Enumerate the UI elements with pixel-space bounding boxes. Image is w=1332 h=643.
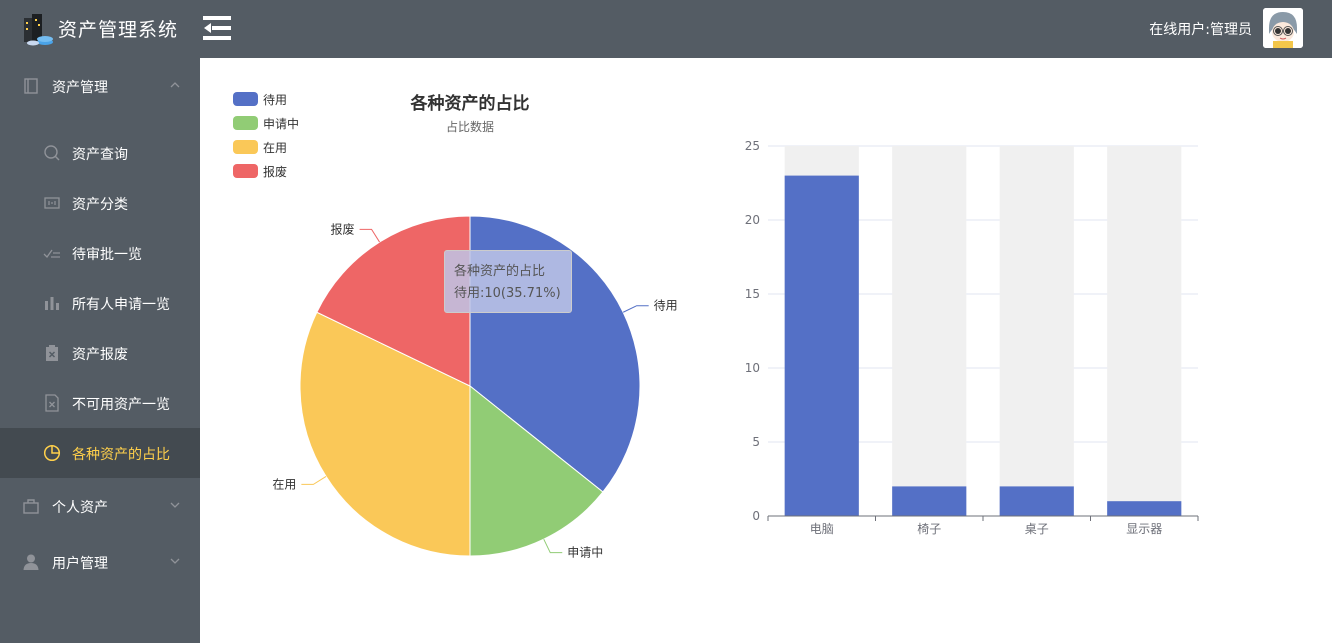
top-bar: 资产管理系统 在线用户:管理员 (0, 0, 1332, 58)
app-title: 资产管理系统 (58, 19, 179, 41)
bar[interactable] (1107, 501, 1182, 516)
legend-label: 待用 (263, 93, 288, 107)
legend-swatch (233, 140, 258, 154)
bar-chart-icon (45, 297, 59, 310)
user-icon (23, 554, 39, 570)
sidebar-item-all-applications[interactable]: 所有人申请一览 (0, 278, 200, 328)
sidebar-item-label: 资产报废 (72, 347, 128, 363)
bar-x-tick-label: 椅子 (917, 522, 941, 536)
menu-group-asset-management[interactable]: 资产管理 (0, 58, 200, 114)
bar-x-tick-label: 显示器 (1126, 522, 1162, 536)
menu-group-personal-assets[interactable]: 个人资产 (0, 478, 200, 534)
bar-y-tick-label: 20 (745, 213, 760, 227)
chevron-down-icon (170, 502, 180, 508)
sidebar-item-asset-ratio[interactable]: 各种资产的占比 (0, 428, 200, 478)
sidebar: 资产管理 资产查询 资产分类 (0, 58, 200, 643)
pie-chart-icon (43, 444, 61, 462)
building-logo-icon (24, 14, 53, 46)
pie-slice-label: 待用 (654, 299, 678, 313)
pie-label-line (622, 305, 649, 313)
legend-label: 申请中 (263, 117, 300, 131)
pie-slice-label: 申请中 (567, 545, 603, 560)
category-icon (44, 197, 60, 209)
menu-collapse-icon[interactable] (203, 15, 233, 41)
tooltip-title: 各种资产的占比 (454, 264, 546, 279)
menu-group-label: 资产管理 (52, 80, 108, 96)
sidebar-item-unavailable-assets[interactable]: 不可用资产一览 (0, 378, 200, 428)
tooltip-text: 待用:10(35.71%) (454, 286, 561, 301)
sidebar-item-asset-category[interactable]: 资产分类 (0, 178, 200, 228)
pie-chart-subtitle: 占比数据 (445, 120, 494, 134)
sidebar-item-label: 资产查询 (72, 147, 128, 163)
briefcase-icon (23, 499, 39, 514)
bar[interactable] (999, 486, 1074, 516)
sidebar-item-label: 各种资产的占比 (72, 447, 170, 463)
online-user-label: 在线用户:管理员 (1149, 22, 1252, 38)
checklist-icon (43, 249, 60, 259)
bar-y-tick-label: 0 (752, 509, 760, 523)
anime-avatar-icon (1263, 8, 1303, 48)
legend-swatch (233, 116, 258, 130)
sidebar-item-asset-query[interactable]: 资产查询 (0, 128, 200, 178)
notebook-icon (24, 78, 38, 94)
avatar[interactable] (1263, 8, 1303, 48)
legend-swatch (233, 92, 258, 106)
pie-label-line (543, 538, 563, 554)
menu-group-label: 用户管理 (52, 556, 108, 572)
bar-background (1107, 146, 1182, 516)
clipboard-x-icon (46, 345, 58, 361)
bar-y-tick-label: 5 (752, 435, 760, 449)
pie-tooltip: 各种资产的占比 待用:10(35.71%) (444, 250, 572, 313)
sidebar-item-pending-approval[interactable]: 待审批一览 (0, 228, 200, 278)
sidebar-item-label: 待审批一览 (72, 247, 142, 263)
bar[interactable] (784, 175, 859, 516)
asset-management-submenu: 资产查询 资产分类 待审批一览 所有人申 (0, 128, 200, 478)
main-content: 待用 申请中 在用 报废 各种资产的占比 占比数据 待用 申请中 在用 报废 各种资产… (200, 58, 1332, 643)
bar-x-tick-label: 桌子 (1025, 522, 1049, 536)
legend-label: 报废 (263, 165, 288, 179)
sidebar-item-label: 不可用资产一览 (72, 397, 170, 413)
legend-label: 在用 (263, 141, 288, 155)
bar-background (999, 146, 1074, 516)
bar-y-tick-label: 15 (745, 287, 760, 301)
search-icon (44, 145, 60, 161)
menu-group-label: 个人资产 (52, 500, 108, 516)
chevron-up-icon (170, 82, 180, 88)
pie-label-line (301, 476, 327, 485)
pie-slice[interactable] (469, 384, 604, 557)
bar-chart: 0 5 10 15 20 25 电脑 椅子 桌子 显示器 (745, 139, 1199, 536)
pie-label-line (359, 228, 380, 243)
chevron-down-icon (170, 558, 180, 564)
bar-background (892, 146, 967, 516)
document-x-icon (45, 394, 59, 412)
bar-y-tick-label: 10 (745, 361, 760, 375)
sidebar-item-asset-scrap[interactable]: 资产报废 (0, 328, 200, 378)
menu-group-user-management[interactable]: 用户管理 (0, 534, 200, 590)
sidebar-item-label: 所有人申请一览 (72, 297, 170, 313)
sidebar-item-label: 资产分类 (72, 197, 128, 213)
pie-slice-label: 在用 (272, 477, 296, 491)
legend-swatch (233, 164, 258, 178)
bar-y-tick-label: 25 (745, 139, 760, 153)
pie-chart-title: 各种资产的占比 (410, 94, 530, 114)
bar[interactable] (892, 486, 967, 516)
bar-x-tick-label: 电脑 (810, 522, 834, 536)
pie-slice-label: 报废 (331, 221, 355, 236)
